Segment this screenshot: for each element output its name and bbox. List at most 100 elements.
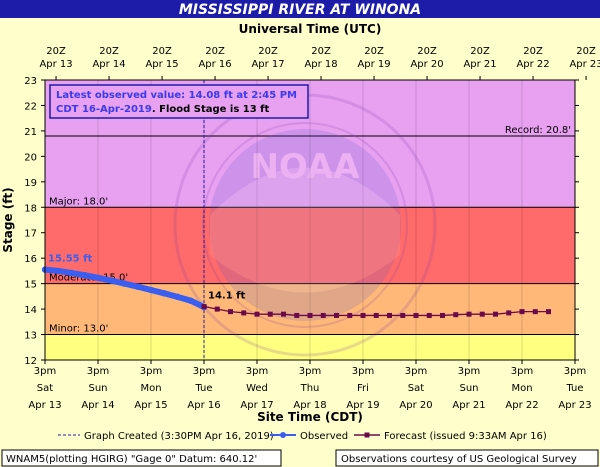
legend-forecast-label: Forecast (issued 9:33AM Apr 16) xyxy=(384,431,547,442)
x-tick-label: 3pm xyxy=(87,366,109,377)
forecast-point xyxy=(347,312,353,318)
title-bar xyxy=(0,0,600,18)
x-top-tick-label: 20Z xyxy=(152,46,172,57)
x-tick-label: 3pm xyxy=(34,366,56,377)
forecast-point xyxy=(267,311,273,317)
x-tick-label: 3pm xyxy=(299,366,321,377)
band-action xyxy=(45,334,575,360)
forecast-point xyxy=(214,306,220,312)
data-labels: 15.55 ft 14.1 ft xyxy=(48,254,246,302)
x-tick-label: Apr 14 xyxy=(81,400,114,411)
x-tick-label: Wed xyxy=(246,383,268,394)
x-axis-top: 20Z Apr 13 20Z Apr 14 20Z Apr 15 20Z Apr 16 20Z A… xyxy=(39,46,600,80)
observed-point xyxy=(94,274,102,281)
forecast-point xyxy=(201,304,207,310)
x-tick-label: Apr 19 xyxy=(346,400,379,411)
x-top-tick-label: Apr 20 xyxy=(410,59,443,70)
info-line-2-date: CDT 16-Apr-2019 xyxy=(56,104,152,115)
forecast-point xyxy=(334,312,339,318)
x-top-tick-label: 20Z xyxy=(576,46,596,57)
svg-text:CDT 16-Apr-2019. Flood Stage i: CDT 16-Apr-2019. Flood Stage is 13 ft xyxy=(56,104,270,115)
legend-observed-marker xyxy=(280,432,286,438)
observed-point xyxy=(161,290,168,297)
y-tick-label: 21 xyxy=(24,127,37,138)
observed-point xyxy=(81,272,88,279)
y-tick-label: 20 xyxy=(24,152,37,163)
x-tick-label: Apr 18 xyxy=(293,400,326,411)
info-line-2-flood: . Flood Stage is 13 ft xyxy=(152,104,270,115)
x-top-tick-label: Apr 18 xyxy=(304,59,337,70)
y-tick-label: 19 xyxy=(24,178,37,189)
x-tick-label: Apr 21 xyxy=(452,400,485,411)
forecast-point xyxy=(228,309,233,315)
band-major xyxy=(45,136,575,208)
x-top-tick-label: 20Z xyxy=(417,46,437,57)
x-tick-label: Apr 17 xyxy=(240,400,273,411)
x-tick-label: Mon xyxy=(511,383,532,394)
forecast-point xyxy=(241,310,247,316)
legend-forecast-marker xyxy=(364,432,370,438)
forecast-point xyxy=(453,312,459,318)
forecast-point xyxy=(519,309,525,315)
x-tick-label: 3pm xyxy=(140,366,162,377)
x-tick-label: Thu xyxy=(300,383,320,394)
observed-point xyxy=(174,293,181,301)
y-tick-label: 12 xyxy=(24,356,37,367)
top-axis-title: Universal Time (UTC) xyxy=(239,22,382,36)
x-top-tick-label: Apr 21 xyxy=(463,59,496,70)
x-tick-label: 3pm xyxy=(511,366,533,377)
data-label: 15.55 ft xyxy=(48,254,92,265)
x-tick-label: Apr 22 xyxy=(505,400,538,411)
observed-point xyxy=(134,283,141,290)
x-tick-label: Sat xyxy=(408,383,424,394)
legend-observed-label: Observed xyxy=(300,431,348,442)
legend: Graph Created (3:30PM Apr 16, 2019) Obse… xyxy=(58,431,547,442)
forecast-point xyxy=(413,312,419,318)
threshold-label: Minor: 13.0' xyxy=(49,324,108,335)
x-tick-label: 3pm xyxy=(193,366,215,377)
observed-point xyxy=(121,280,128,287)
forecast-point xyxy=(254,311,260,317)
x-top-tick-label: 20Z xyxy=(523,46,543,57)
y-tick-label: 17 xyxy=(24,229,37,240)
svg-text:NOAA: NOAA xyxy=(250,147,360,187)
x-top-tick-label: Apr 16 xyxy=(198,59,231,70)
x-top-tick-label: 20Z xyxy=(46,46,66,57)
observed-point xyxy=(147,286,155,294)
forecast-point xyxy=(360,312,366,318)
threshold-label: Major: 18.0' xyxy=(49,196,108,207)
observed-point xyxy=(55,267,62,275)
x-top-tick-label: 20Z xyxy=(205,46,225,57)
observed-point xyxy=(68,269,75,277)
x-tick-label: Sun xyxy=(88,383,107,394)
latest-observation-box: Latest observed value: 14.08 ft at 2:45 … xyxy=(49,84,309,119)
forecast-point xyxy=(426,312,432,318)
x-tick-label: 3pm xyxy=(246,366,268,377)
x-axis-bottom: 3pm Sat Apr 13 3pm Sun Apr 14 3pm Mon Apr 15 3pm T… xyxy=(28,360,592,411)
forecast-point xyxy=(506,310,512,316)
forecast-point xyxy=(546,309,551,315)
forecast-point xyxy=(320,312,326,318)
y-tick-label: 14 xyxy=(24,305,37,316)
y-tick-label: 18 xyxy=(24,203,37,214)
x-top-tick-label: Apr 17 xyxy=(251,59,284,70)
forecast-point xyxy=(294,312,300,318)
x-tick-label: Apr 16 xyxy=(187,400,220,411)
forecast-point xyxy=(400,312,406,318)
forecast-point xyxy=(440,312,445,318)
observed-point xyxy=(187,297,194,304)
threshold-label: Record: 20.8' xyxy=(505,125,571,136)
x-top-tick-label: 20Z xyxy=(311,46,331,57)
x-tick-label: Apr 23 xyxy=(558,400,591,411)
x-top-tick-label: Apr 15 xyxy=(145,59,178,70)
y-tick-label: 16 xyxy=(24,254,37,265)
x-axis-title: Site Time (CDT) xyxy=(257,410,363,424)
y-axis: 12 13 14 15 16 17 18 19 20 21 22 23 xyxy=(24,76,579,367)
x-top-tick-label: Apr 14 xyxy=(92,59,125,70)
footer: WNAM5(plotting HGIRG) "Gage 0" Datum: 64… xyxy=(1,449,599,467)
band-moderate xyxy=(45,207,575,284)
x-top-tick-label: Apr 13 xyxy=(39,59,72,70)
y-axis-title: Stage (ft) xyxy=(1,187,15,252)
forecast-point xyxy=(373,312,379,318)
x-tick-label: Sat xyxy=(37,383,53,394)
